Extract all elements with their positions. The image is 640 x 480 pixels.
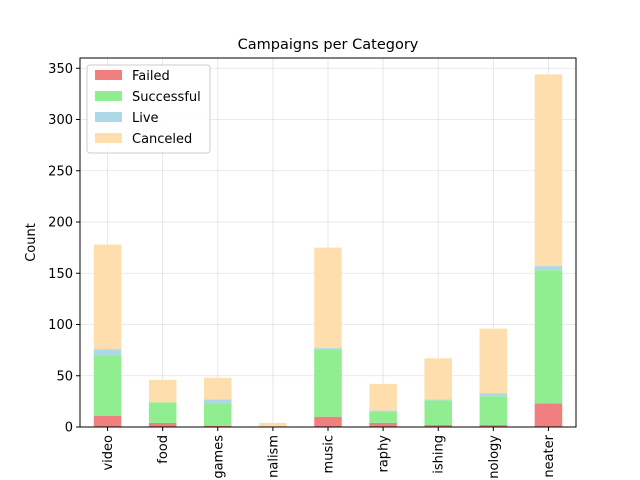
x-tick-label-music: music bbox=[322, 435, 337, 473]
bar-failed-games bbox=[204, 425, 232, 427]
x-tick-label-journalism: nalism bbox=[266, 435, 281, 478]
bar-live-games bbox=[204, 399, 232, 404]
bar-failed-publishing bbox=[424, 424, 452, 427]
bar-canceled-journalism bbox=[259, 422, 287, 427]
x-tick-label-games: games bbox=[211, 435, 226, 479]
bar-failed-technology bbox=[479, 424, 508, 427]
bar-canceled-games bbox=[204, 377, 232, 400]
bar-live-technology bbox=[479, 393, 508, 397]
bar-live-theater bbox=[534, 266, 563, 271]
bar-failed-food bbox=[148, 422, 177, 427]
bar-successful-publishing bbox=[424, 400, 452, 425]
legend-label-live: Live bbox=[132, 111, 159, 126]
y-tick-label: 250 bbox=[48, 164, 73, 179]
y-tick-label: 0 bbox=[65, 421, 73, 436]
bar-failed-photography bbox=[369, 422, 397, 427]
legend-label-failed: Failed bbox=[132, 69, 170, 84]
y-tick-label: 350 bbox=[48, 62, 73, 77]
legend-swatch-successful bbox=[95, 91, 122, 101]
y-axis-label: Count bbox=[24, 223, 39, 262]
bar-live-video bbox=[93, 349, 122, 356]
legend-swatch-live bbox=[95, 112, 122, 122]
bar-canceled-technology bbox=[479, 328, 508, 394]
x-tick-label-technology: nology bbox=[487, 435, 502, 479]
legend-swatch-failed bbox=[95, 70, 122, 80]
y-tick-label: 50 bbox=[56, 369, 73, 384]
bar-canceled-photography bbox=[369, 383, 397, 411]
y-tick-label: 300 bbox=[48, 113, 73, 128]
legend-swatch-canceled bbox=[95, 133, 122, 143]
bar-canceled-music bbox=[314, 247, 342, 349]
y-tick-label: 150 bbox=[48, 267, 73, 282]
x-tick-label-theater: neater bbox=[542, 434, 557, 477]
bar-live-music bbox=[314, 348, 342, 350]
legend-label-canceled: Canceled bbox=[132, 132, 192, 147]
bar-failed-video bbox=[93, 415, 122, 427]
chart-title: Campaigns per Category bbox=[238, 37, 419, 53]
x-tick-label-photography: raphy bbox=[377, 435, 392, 473]
x-tick-label-food: food bbox=[156, 435, 171, 464]
legend-box bbox=[86, 64, 211, 154]
bar-successful-music bbox=[314, 349, 342, 417]
x-axis-ticks: video food games nalism music raphy ishing nolo… bbox=[101, 427, 557, 479]
bars bbox=[93, 74, 563, 427]
legend: Failed Successful Live Canceled bbox=[86, 64, 211, 154]
bar-live-publishing bbox=[424, 399, 452, 401]
x-tick-label-video: video bbox=[101, 435, 116, 471]
legend-label-successful: Successful bbox=[132, 90, 201, 105]
y-tick-label: 200 bbox=[48, 216, 73, 231]
bar-successful-games bbox=[204, 403, 232, 426]
bar-canceled-theater bbox=[534, 74, 563, 267]
bar-successful-food bbox=[148, 402, 177, 423]
bar-canceled-publishing bbox=[424, 358, 452, 400]
bar-successful-photography bbox=[369, 411, 397, 423]
bar-successful-technology bbox=[479, 396, 508, 425]
bar-failed-music bbox=[314, 416, 342, 427]
bar-successful-video bbox=[93, 355, 122, 416]
y-axis-ticks: 0 50 100 150 200 250 300 350 bbox=[48, 62, 80, 436]
bar-failed-theater bbox=[534, 403, 563, 427]
bar-canceled-food bbox=[148, 379, 177, 403]
bar-live-photography bbox=[369, 410, 397, 412]
y-tick-label: 100 bbox=[48, 318, 73, 333]
bar-canceled-video bbox=[93, 244, 122, 350]
bar-successful-theater bbox=[534, 270, 563, 404]
x-tick-label-publishing: ishing bbox=[432, 435, 447, 474]
